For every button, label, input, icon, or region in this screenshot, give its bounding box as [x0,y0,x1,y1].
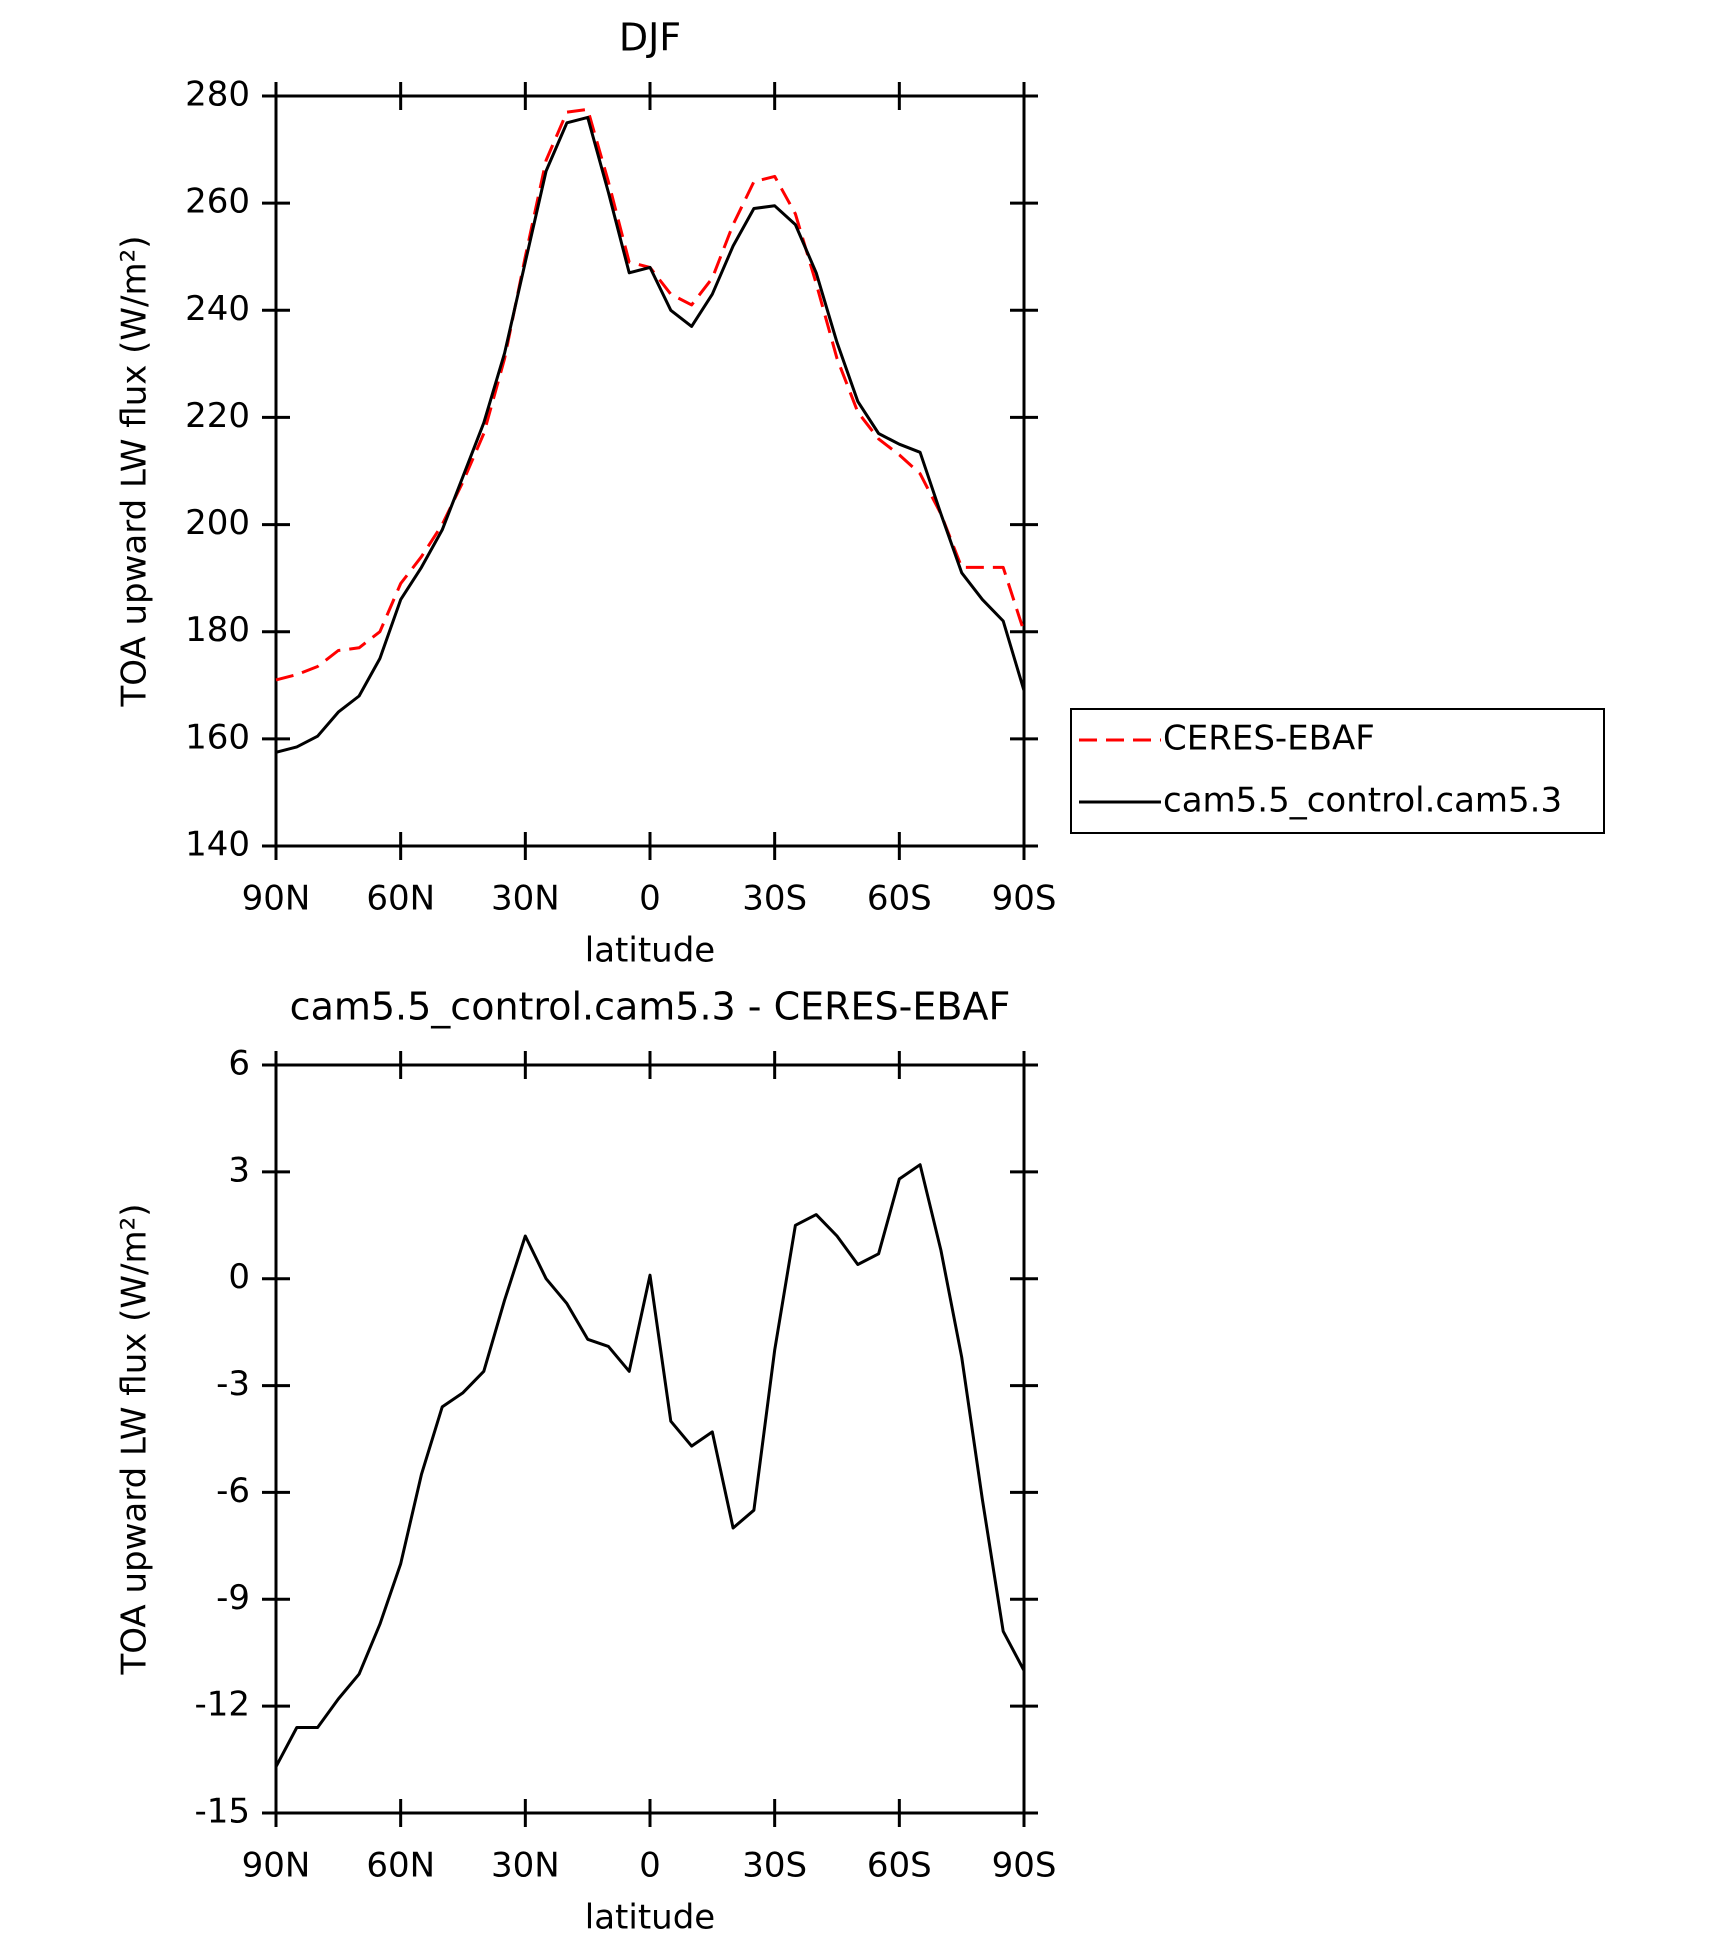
x-tick-label: 30N [491,1846,560,1886]
x-tick-label: 30N [491,879,560,919]
y-tick-label: -9 [216,1578,250,1618]
x-tick-label: 90S [992,879,1057,919]
y-tick-label: -3 [216,1364,250,1404]
y-tick-label: 260 [185,182,250,222]
x-tick-label: 60N [366,1846,435,1886]
y-tick-label: 6 [228,1044,250,1084]
series-line [275,115,1026,754]
x-tick-label: 90N [242,879,311,919]
plot-frame [274,94,1026,848]
x-tick-label: 60S [867,1846,932,1886]
y-tick-label: 0 [228,1257,250,1297]
x-tick-label: 60S [867,879,932,919]
legend-label: cam5.5_control.cam5.3 [1163,781,1562,821]
chart-title: DJF [619,16,681,60]
y-tick-label: -15 [194,1792,250,1832]
x-tick-label: 90S [992,1846,1057,1886]
legend-label: CERES-EBAF [1163,719,1375,759]
series-line [274,1163,1026,1768]
legend-box [1070,708,1605,834]
y-tick-label: 220 [185,396,250,436]
y-tick-label: -6 [216,1471,250,1511]
y-tick-label: -12 [194,1685,250,1725]
y-tick-label: 180 [185,610,250,650]
y-tick-label: 3 [228,1150,250,1190]
chart-title: cam5.5_control.cam5.3 - CERES-EBAF [290,985,1011,1029]
x-axis-label: latitude [585,1898,715,1938]
x-axis-label: latitude [585,931,715,971]
x-tick-label: 60N [366,879,435,919]
y-axis-label: TOA upward LW flux (W/m²) [115,235,155,707]
y-tick-label: 160 [185,717,250,757]
series-line [275,107,1026,682]
x-tick-label: 30S [742,1846,807,1886]
y-axis-label: TOA upward LW flux (W/m²) [115,1203,155,1675]
x-tick-label: 90N [242,1846,311,1886]
x-tick-label: 30S [742,879,807,919]
y-tick-label: 240 [185,289,250,329]
y-tick-label: 200 [185,503,250,543]
chart: DJF latitude TOA upward LW flux (W/m²) 140 1… [115,16,1605,971]
plot-frame [274,1063,1026,1815]
x-tick-label: 0 [639,879,661,919]
x-tick-label: 0 [639,1846,661,1886]
y-tick-label: 280 [185,75,250,115]
chart: cam5.5_control.cam5.3 - CERES-EBAF latitu… [115,985,1057,1938]
y-tick-label: 140 [185,825,250,865]
